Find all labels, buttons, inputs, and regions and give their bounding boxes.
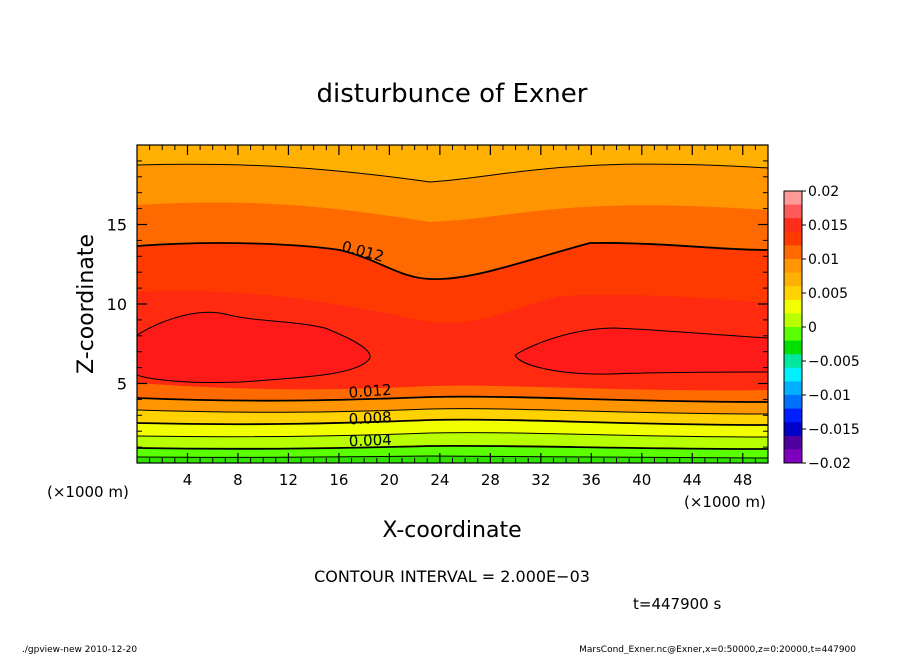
contour-label: 0.008 <box>348 408 392 428</box>
x-tick-label: 36 <box>582 471 601 489</box>
y-axis: 5 10 15 <box>107 160 768 448</box>
x-tick-label: 16 <box>329 471 348 489</box>
colorbar-segment <box>784 299 802 314</box>
colorbar-segment <box>784 286 802 301</box>
colorbar-segment <box>784 259 802 274</box>
colorbar-segment <box>784 435 802 450</box>
x-unit-left: (×1000 m) <box>47 483 129 501</box>
x-tick-label: 32 <box>531 471 550 489</box>
x-tick-label: 40 <box>632 471 651 489</box>
x-axis-label: X-coordinate <box>382 518 521 543</box>
x-tick-label: 44 <box>683 471 702 489</box>
colorbar-segment <box>784 367 802 382</box>
colorbar-segment <box>784 313 802 328</box>
colorbar-label: 0.02 <box>808 184 839 200</box>
time-text: t=447900 s <box>633 595 721 613</box>
x-tick-label: 24 <box>430 471 449 489</box>
colorbar-label: 0.01 <box>808 252 839 268</box>
colorbar-segment <box>784 218 802 233</box>
chart-title: disturbunce of Exner <box>317 79 588 109</box>
x-tick-label: 28 <box>481 471 500 489</box>
colorbar-segment <box>784 381 802 396</box>
colorbar-segment <box>784 327 802 342</box>
colorbar-segment <box>784 354 802 369</box>
x-unit-right: (×1000 m) <box>684 493 766 511</box>
x-tick-label: 48 <box>733 471 752 489</box>
y-tick-label: 10 <box>107 295 127 314</box>
colorbar-segment <box>784 422 802 437</box>
y-axis-label: Z-coordinate <box>74 234 99 374</box>
colorbar-segment <box>784 449 802 464</box>
colorbar-label: 0 <box>808 320 817 336</box>
x-axis: 4 8 12 16 20 24 28 32 36 40 44 48 <box>149 145 756 489</box>
colorbar: 0.02 0.015 0.01 0.005 0 −0.005 −0.01 −0.015 −0.0… <box>783 184 860 472</box>
colorbar-label: −0.02 <box>808 456 851 472</box>
contour-interval-text: CONTOUR INTERVAL = 2.000E−03 <box>314 567 590 586</box>
colorbar-segment <box>784 395 802 410</box>
colorbar-label: 0.015 <box>808 218 848 234</box>
x-tick-label: 8 <box>233 471 243 489</box>
colorbar-label: −0.015 <box>808 422 860 438</box>
x-tick-label: 4 <box>183 471 193 489</box>
colorbar-segment <box>784 272 802 287</box>
colorbar-segment <box>784 340 802 355</box>
footer-left: ./gpview-new 2010-12-20 <box>22 645 137 654</box>
colorbar-segment <box>784 245 802 260</box>
colorbar-segment <box>784 191 802 206</box>
y-tick-label: 15 <box>107 216 127 235</box>
colorbar-segment <box>784 204 802 219</box>
footer-right: MarsCond_Exner.nc@Exner,x=0:50000,z=0:20… <box>579 645 856 654</box>
colorbar-label: 0.005 <box>808 286 848 302</box>
y-tick-label: 5 <box>117 375 127 394</box>
colorbar-label: −0.01 <box>808 388 851 404</box>
contour-label: 0.004 <box>349 431 393 450</box>
x-tick-label: 12 <box>279 471 298 489</box>
colorbar-segment <box>784 231 802 246</box>
contour-field <box>137 145 768 463</box>
colorbar-label: −0.005 <box>808 354 860 370</box>
x-tick-label: 20 <box>380 471 399 489</box>
contour-label: 0.012 <box>348 381 392 402</box>
colorbar-segment <box>784 408 802 423</box>
